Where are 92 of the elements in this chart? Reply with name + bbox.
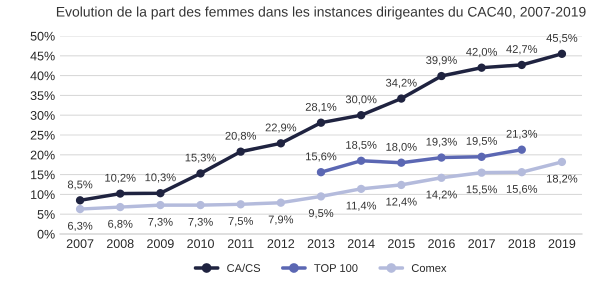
data-label: 22,9%: [266, 124, 296, 133]
data-label: 10,3%: [145, 173, 176, 183]
data-label: 6,3%: [68, 222, 92, 232]
point: [316, 192, 326, 201]
data-label: 19,3%: [426, 138, 457, 147]
x-tick-label: 2008: [106, 239, 134, 248]
point: [316, 168, 326, 176]
point: [236, 200, 245, 208]
point: [156, 200, 165, 210]
legend-label: CA/CS: [227, 264, 260, 272]
x-tick-label: 2011: [228, 239, 254, 248]
point: [558, 158, 566, 166]
y-tick-label: 25%: [30, 130, 55, 140]
point: [276, 139, 286, 148]
legend-label: TOP 100: [314, 264, 358, 272]
data-label: 15,5%: [466, 185, 497, 195]
point: [477, 64, 486, 72]
data-label: 15,3%: [186, 154, 216, 163]
data-label: 42,7%: [506, 45, 538, 54]
x-tick-label: 2014: [348, 239, 375, 248]
data-label: 7,3%: [188, 218, 213, 228]
x-tick-label: 2015: [388, 239, 415, 248]
data-label: 12,4%: [386, 198, 417, 207]
data-label: 7,9%: [268, 216, 294, 225]
data-label: 15,6%: [506, 185, 538, 194]
point: [116, 189, 124, 198]
data-label: 11,4%: [346, 202, 376, 211]
point: [76, 196, 84, 205]
data-label: 15,6%: [306, 152, 336, 162]
point: [276, 198, 286, 207]
point: [437, 72, 446, 80]
x-tick-label: 2016: [428, 239, 455, 248]
point: [518, 168, 526, 176]
point: [76, 204, 84, 214]
point: [236, 147, 245, 156]
data-label: 39,9%: [426, 56, 457, 66]
data-label: 7,3%: [148, 218, 173, 228]
y-tick-label: 50%: [30, 32, 55, 41]
data-label: 20,8%: [226, 132, 256, 142]
data-label: 18,2%: [547, 174, 578, 184]
legend-label: Comex: [412, 264, 446, 272]
y-tick-label: 45%: [30, 52, 55, 60]
point: [196, 200, 205, 210]
point: [518, 145, 526, 154]
point: [316, 118, 326, 127]
y-tick-label: 5%: [38, 210, 55, 219]
y-tick-label: 0%: [38, 230, 55, 239]
x-tick-label: 2013: [308, 239, 334, 248]
data-label: 30,0%: [346, 95, 377, 105]
point: [156, 189, 165, 198]
y-tick-label: 30%: [30, 111, 55, 120]
point: [356, 156, 366, 165]
data-label: 42,0%: [466, 48, 497, 58]
x-tick-label: 2019: [548, 239, 576, 248]
point: [356, 111, 366, 120]
data-label: 21,3%: [506, 130, 538, 140]
point: [356, 184, 366, 194]
point: [397, 94, 406, 103]
x-tick-label: 2018: [508, 239, 536, 248]
x-tick-label: 2017: [468, 239, 495, 248]
point: [397, 158, 406, 167]
point: [437, 153, 446, 162]
data-label: 14,2%: [426, 190, 457, 200]
y-tick-label: 10%: [31, 190, 55, 200]
data-label: 18,0%: [386, 142, 417, 152]
data-label: 19,5%: [466, 136, 497, 146]
data-label: 18,5%: [346, 140, 377, 150]
x-tick-label: 2007: [66, 239, 94, 248]
point: [477, 152, 486, 161]
data-label: 45,5%: [546, 34, 578, 44]
point: [397, 180, 406, 190]
data-label: 10,2%: [105, 174, 136, 183]
data-label: 6,8%: [108, 220, 132, 230]
data-label: 7,5%: [228, 217, 253, 226]
y-tick-label: 35%: [30, 91, 55, 100]
chart-title: Evolution de la part des femmes dans les instances dirigeantes du CAC40, 2007-2019: [56, 6, 586, 20]
y-tick-label: 40%: [30, 71, 55, 80]
y-tick-label: 20%: [30, 150, 55, 160]
x-tick-label: 2010: [187, 239, 214, 248]
y-tick-label: 15%: [31, 170, 55, 180]
point: [477, 168, 486, 177]
point: [196, 169, 205, 178]
data-label: 9,5%: [308, 209, 334, 218]
x-tick-label: 2009: [147, 239, 174, 248]
point: [437, 174, 446, 182]
data-label: 28,1%: [306, 102, 336, 112]
x-tick-label: 2012: [268, 239, 294, 248]
point: [518, 60, 526, 70]
point: [558, 50, 566, 58]
data-label: 8,5%: [68, 180, 92, 190]
point: [116, 202, 124, 212]
data-label: 34,2%: [386, 78, 417, 88]
